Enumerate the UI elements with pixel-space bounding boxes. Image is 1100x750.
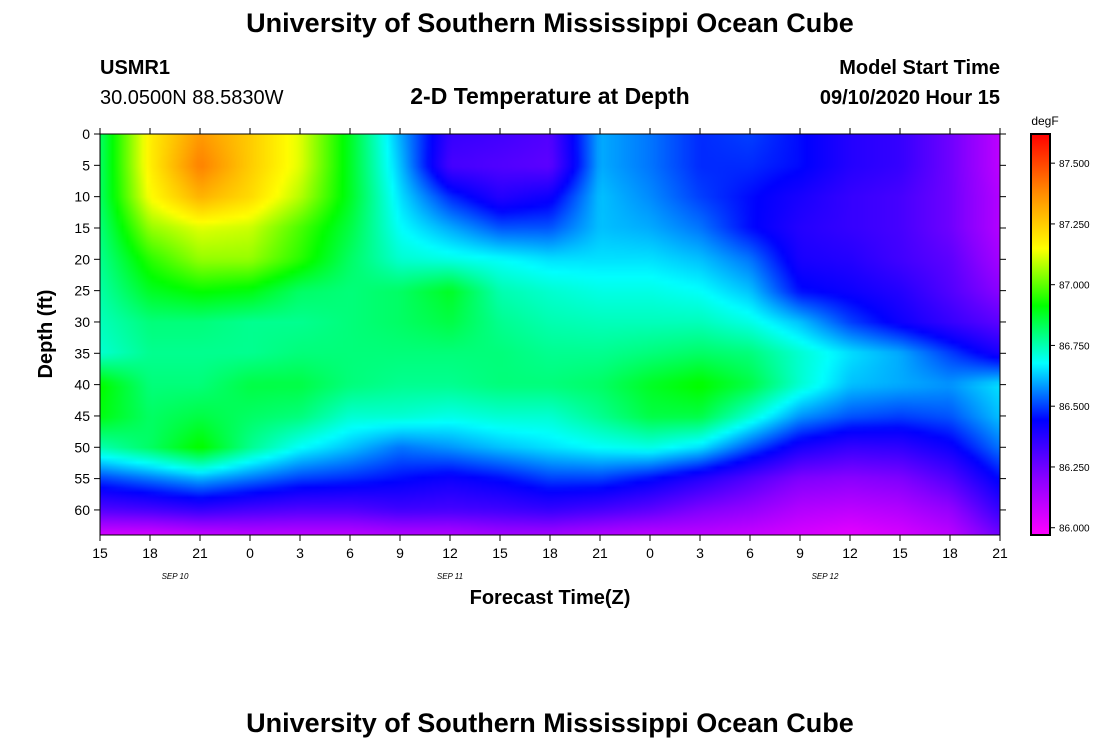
- y-tick-label: 60: [74, 502, 90, 518]
- y-tick-label: 15: [74, 220, 90, 236]
- x-tick-label: 18: [142, 545, 158, 561]
- x-axis-label: Forecast Time(Z): [470, 587, 631, 609]
- x-tick-label: 9: [796, 545, 804, 561]
- x-date-label: SEP 12: [812, 572, 839, 581]
- colorbar-tick-label: 86.000: [1059, 524, 1090, 535]
- heatmap-layer: [100, 134, 1000, 535]
- model-start-value: 09/10/2020 Hour 15: [819, 87, 1000, 109]
- x-date-label: SEP 11: [437, 572, 463, 581]
- x-axis: 15 18 21 0 3 6 9 12 15 18 21 0 3 6 9 12 15 18 21 SEP 10 SEP …: [92, 128, 1008, 581]
- main-title: University of Southern Mississippi Ocean…: [246, 8, 854, 38]
- colorbar-tick-label: 86.750: [1059, 341, 1090, 352]
- x-tick-label: 18: [942, 545, 958, 561]
- x-tick-label: 3: [296, 545, 304, 561]
- x-tick-label: 21: [592, 545, 608, 561]
- x-tick-label: 6: [746, 545, 754, 561]
- colorbar-tick-label: 87.000: [1059, 281, 1090, 292]
- colorbar-tick-label: 87.500: [1059, 159, 1090, 170]
- y-tick-label: 5: [82, 157, 90, 173]
- y-tick-label: 0: [82, 126, 90, 142]
- colorbar-tick-label: 87.250: [1059, 220, 1090, 231]
- y-tick-label: 55: [74, 471, 90, 487]
- colorbar-tick-label: 86.500: [1059, 402, 1090, 413]
- y-axis-label: Depth (ft): [35, 290, 57, 379]
- colorbar-tick-label: 86.250: [1059, 463, 1090, 474]
- y-tick-label: 35: [74, 345, 90, 361]
- x-tick-label: 0: [246, 545, 254, 561]
- colorbar-unit: degF: [1031, 114, 1058, 128]
- model-start-label: Model Start Time: [839, 57, 1000, 79]
- y-axis: 0 5 10 15 20 25 30 35 40 45 50 55 60: [74, 126, 1006, 518]
- x-tick-label: 0: [646, 545, 654, 561]
- x-tick-label: 21: [192, 545, 208, 561]
- y-tick-label: 20: [74, 251, 90, 267]
- x-tick-label: 3: [696, 545, 704, 561]
- x-tick-label: 21: [992, 545, 1008, 561]
- x-tick-label: 9: [396, 545, 404, 561]
- x-tick-label: 15: [892, 545, 908, 561]
- x-tick-label: 18: [542, 545, 558, 561]
- x-tick-label: 15: [492, 545, 508, 561]
- colorbar: degF 86.000 86.250 86.500 86.750 87.000 87.25…: [1030, 114, 1090, 536]
- x-tick-label: 6: [346, 545, 354, 561]
- y-tick-label: 40: [74, 377, 90, 393]
- colorbar-gradient: [1030, 133, 1051, 536]
- y-tick-label: 10: [74, 189, 90, 205]
- x-date-label: SEP 10: [162, 572, 189, 581]
- station-coords: 30.0500N 88.5830W: [100, 87, 284, 109]
- footer-title: University of Southern Mississippi Ocean…: [246, 708, 854, 738]
- x-tick-label: 12: [442, 545, 458, 561]
- y-tick-label: 30: [74, 314, 90, 330]
- x-tick-label: 12: [842, 545, 858, 561]
- y-tick-label: 45: [74, 408, 90, 424]
- temperature-heatmap: [100, 134, 1000, 535]
- y-tick-label: 25: [74, 283, 90, 299]
- chart-title: 2-D Temperature at Depth: [410, 83, 690, 109]
- station-id: USMR1: [100, 57, 171, 79]
- x-tick-label: 15: [92, 545, 108, 561]
- y-tick-label: 50: [74, 439, 90, 455]
